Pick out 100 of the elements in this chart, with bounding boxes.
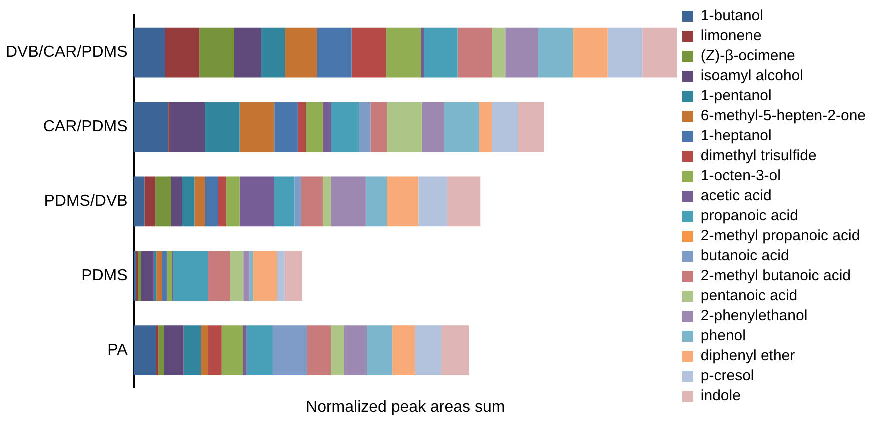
legend-label: isoamyl alcohol bbox=[700, 68, 804, 85]
bar bbox=[387, 102, 422, 152]
y-tick-label: DVB/CAR/PDMS bbox=[6, 44, 128, 62]
legend-label: diphenyl ether bbox=[700, 348, 796, 365]
bar bbox=[331, 102, 360, 152]
bar bbox=[316, 28, 352, 78]
bar bbox=[141, 251, 154, 302]
bar bbox=[331, 176, 366, 227]
bar bbox=[173, 251, 208, 302]
legend-label: pentanoic acid bbox=[700, 288, 798, 305]
y-tick-label: PDMS bbox=[82, 268, 128, 285]
bar bbox=[134, 28, 166, 78]
bar bbox=[344, 326, 368, 376]
bar bbox=[166, 251, 172, 302]
bar bbox=[154, 251, 157, 302]
bar bbox=[608, 28, 643, 78]
bar bbox=[284, 251, 302, 302]
bar bbox=[201, 326, 208, 376]
bar bbox=[272, 326, 308, 376]
bar bbox=[386, 28, 422, 78]
bar bbox=[158, 326, 164, 376]
bar bbox=[162, 251, 167, 302]
bar bbox=[367, 326, 393, 376]
bar bbox=[138, 251, 142, 302]
bar bbox=[331, 326, 344, 376]
bar bbox=[392, 326, 416, 376]
bar bbox=[359, 102, 371, 152]
bar bbox=[506, 28, 538, 78]
bar bbox=[424, 28, 458, 78]
legend-label: 6-methyl-5-hepten-2-one bbox=[700, 108, 866, 125]
bar bbox=[205, 102, 240, 152]
y-tick-label: PA bbox=[108, 342, 128, 359]
legend-label: propanoic acid bbox=[700, 208, 798, 225]
bar bbox=[243, 326, 247, 376]
bar bbox=[458, 28, 492, 78]
bar bbox=[134, 176, 145, 227]
legend-label: 1-pentanol bbox=[700, 88, 772, 105]
legend-label: 2-methyl butanoic acid bbox=[700, 268, 852, 285]
bar bbox=[170, 102, 206, 152]
bar bbox=[285, 28, 317, 78]
x-axis-title: Normalized peak areas sum bbox=[306, 398, 506, 416]
bar bbox=[134, 326, 156, 376]
bar bbox=[230, 251, 244, 302]
bar bbox=[240, 102, 275, 152]
legend-label: limonene bbox=[700, 28, 762, 45]
bar bbox=[642, 28, 678, 78]
bar bbox=[205, 176, 218, 227]
legend-label: phenol bbox=[700, 328, 746, 345]
legend-label: 1-octen-3-ol bbox=[700, 168, 781, 185]
bar bbox=[240, 176, 274, 227]
bar bbox=[447, 176, 481, 227]
bar bbox=[274, 102, 298, 152]
bar bbox=[322, 176, 332, 227]
bar bbox=[208, 326, 222, 376]
bar bbox=[246, 326, 273, 376]
bar bbox=[156, 326, 159, 376]
bar bbox=[538, 28, 574, 78]
bar bbox=[370, 102, 388, 152]
bar bbox=[294, 176, 302, 227]
legend-label: acetic acid bbox=[700, 188, 772, 205]
legend-label: 2-phenylethanol bbox=[700, 308, 808, 325]
bar bbox=[306, 102, 323, 152]
bar bbox=[441, 326, 470, 376]
bar bbox=[134, 102, 169, 152]
bar bbox=[387, 176, 419, 227]
legend-label: (Z)-β-ocimene bbox=[700, 48, 796, 65]
bar bbox=[234, 28, 262, 78]
legend-label: dimethyl trisulfide bbox=[700, 148, 817, 165]
bar bbox=[366, 176, 388, 227]
legend-label: 1-butanol bbox=[700, 8, 764, 25]
bar bbox=[418, 176, 448, 227]
bar bbox=[301, 176, 323, 227]
bar bbox=[421, 28, 424, 78]
bar bbox=[136, 251, 138, 302]
bar bbox=[171, 176, 182, 227]
legend-label: butanoic acid bbox=[700, 248, 790, 265]
bar bbox=[444, 102, 479, 152]
bar bbox=[222, 326, 244, 376]
legend-label: 1-heptanol bbox=[700, 128, 772, 145]
bar bbox=[277, 251, 285, 302]
bar bbox=[182, 176, 195, 227]
bar bbox=[261, 28, 286, 78]
bar bbox=[492, 28, 506, 78]
bar bbox=[492, 102, 518, 152]
bar bbox=[165, 28, 200, 78]
bar bbox=[244, 251, 250, 302]
bar bbox=[144, 176, 156, 227]
y-tick-label: CAR/PDMS bbox=[43, 118, 128, 136]
bar bbox=[274, 176, 295, 227]
bar bbox=[322, 102, 332, 152]
y-tick-label: PDMS/DVB bbox=[44, 193, 128, 210]
bar bbox=[352, 28, 387, 78]
bar bbox=[573, 28, 608, 78]
bar bbox=[307, 326, 332, 376]
legend-label: indole bbox=[700, 388, 741, 405]
bar bbox=[156, 176, 172, 227]
bar bbox=[422, 102, 444, 152]
bar bbox=[218, 176, 226, 227]
bar bbox=[250, 251, 254, 302]
bar bbox=[518, 102, 544, 152]
